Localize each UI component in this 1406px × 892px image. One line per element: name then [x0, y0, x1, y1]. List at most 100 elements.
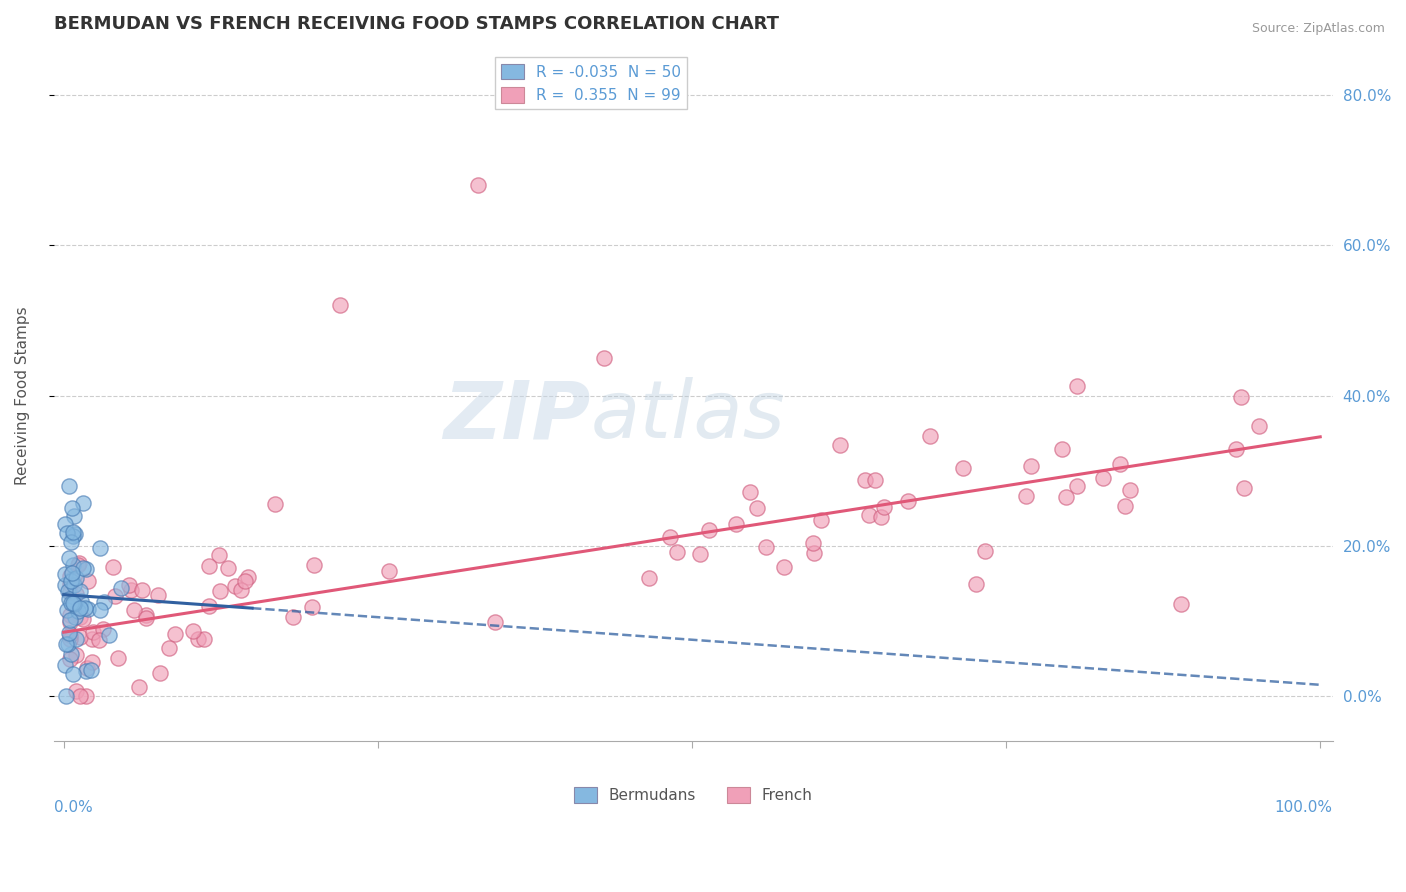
Point — [58, 626, 80, 640]
Point — [638, 571, 661, 585]
Point — [918, 429, 941, 443]
Point — [803, 546, 825, 560]
Point — [165, 627, 187, 641]
Point — [183, 624, 205, 639]
Point — [59, 585, 82, 599]
Point — [1066, 379, 1088, 393]
Point — [62, 529, 84, 543]
Point — [59, 569, 82, 583]
Point — [229, 582, 252, 597]
Point — [82, 624, 104, 639]
Point — [59, 596, 82, 610]
Point — [63, 578, 86, 592]
Point — [59, 574, 82, 589]
Text: BERMUDAN VS FRENCH RECEIVING FOOD STAMPS CORRELATION CHART: BERMUDAN VS FRENCH RECEIVING FOOD STAMPS… — [53, 15, 779, 33]
Point — [59, 577, 82, 591]
Point — [377, 564, 399, 578]
Point — [467, 178, 489, 193]
Point — [1230, 390, 1253, 404]
Point — [157, 640, 180, 655]
Point — [66, 558, 89, 573]
Point — [69, 609, 91, 624]
Point — [1092, 471, 1115, 485]
Point — [59, 652, 82, 666]
Point — [62, 501, 84, 516]
Point — [870, 510, 893, 524]
Point — [63, 526, 86, 541]
Point — [593, 351, 616, 365]
Point — [55, 636, 77, 650]
Point — [58, 478, 80, 492]
Point — [77, 602, 100, 616]
Point — [59, 534, 82, 549]
Point — [1170, 597, 1192, 611]
Point — [75, 562, 97, 576]
Point — [76, 664, 98, 678]
Point — [1050, 442, 1073, 456]
Point — [104, 590, 127, 604]
Point — [1225, 442, 1247, 457]
Point — [58, 551, 80, 566]
Point — [724, 517, 747, 532]
Point — [699, 523, 721, 537]
Legend: Bermudans, French: Bermudans, French — [568, 781, 818, 810]
Point — [58, 583, 80, 598]
Point — [1019, 458, 1042, 473]
Point — [72, 496, 94, 510]
Point — [65, 571, 87, 585]
Point — [56, 603, 79, 617]
Point — [55, 689, 77, 703]
Point — [80, 632, 103, 647]
Point — [62, 596, 84, 610]
Point — [80, 655, 103, 669]
Point — [755, 540, 778, 554]
Point — [73, 600, 96, 615]
Point — [1249, 419, 1271, 434]
Point — [97, 628, 120, 642]
Point — [148, 588, 170, 602]
Point — [197, 559, 219, 574]
Point — [1114, 499, 1136, 513]
Point — [263, 497, 285, 511]
Point — [59, 608, 82, 623]
Point — [689, 547, 711, 561]
Point — [58, 591, 80, 606]
Point — [1109, 457, 1132, 471]
Point — [853, 473, 876, 487]
Point — [53, 578, 76, 592]
Point — [863, 473, 886, 487]
Point — [135, 608, 157, 623]
Point — [65, 683, 87, 698]
Text: Source: ZipAtlas.com: Source: ZipAtlas.com — [1251, 22, 1385, 36]
Point — [59, 648, 82, 662]
Point — [236, 570, 259, 584]
Point — [965, 577, 987, 591]
Point — [65, 610, 87, 624]
Point — [187, 632, 209, 646]
Point — [801, 536, 824, 550]
Point — [72, 561, 94, 575]
Point — [69, 557, 91, 571]
Point — [773, 560, 796, 574]
Text: atlas: atlas — [591, 377, 786, 455]
Point — [896, 494, 918, 508]
Point — [197, 599, 219, 613]
Point — [59, 613, 82, 627]
Point — [122, 603, 145, 617]
Point — [120, 583, 142, 598]
Point — [858, 508, 880, 522]
Point — [75, 689, 97, 703]
Point — [66, 605, 89, 619]
Point — [69, 601, 91, 615]
Point — [87, 633, 110, 648]
Point — [53, 566, 76, 581]
Point — [128, 680, 150, 694]
Point — [69, 584, 91, 599]
Point — [1066, 478, 1088, 492]
Point — [107, 651, 129, 665]
Point — [101, 560, 124, 574]
Point — [65, 587, 87, 601]
Point — [952, 460, 974, 475]
Point — [873, 500, 896, 514]
Point — [63, 509, 86, 524]
